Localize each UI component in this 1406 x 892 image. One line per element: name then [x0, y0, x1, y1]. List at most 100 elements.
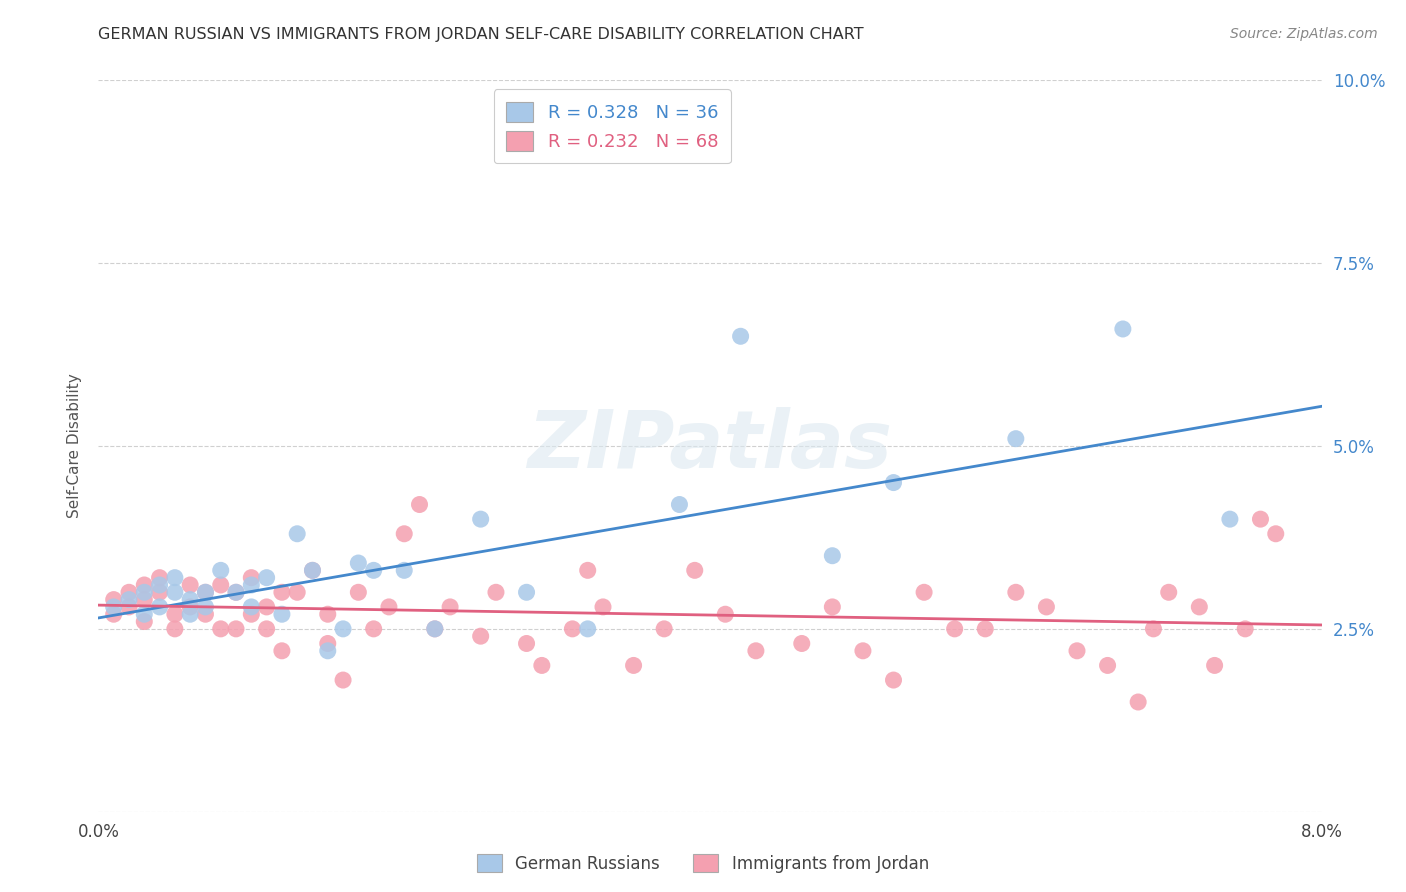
Y-axis label: Self-Care Disability: Self-Care Disability	[67, 374, 83, 518]
Point	[363, 622, 385, 636]
Point	[790, 636, 813, 650]
Point	[530, 658, 553, 673]
Point	[1188, 599, 1211, 614]
Point	[134, 607, 156, 622]
Point	[423, 622, 446, 636]
Text: Source: ZipAtlas.com: Source: ZipAtlas.com	[1230, 27, 1378, 41]
Point	[852, 644, 875, 658]
Point	[668, 498, 690, 512]
Point	[623, 658, 645, 673]
Point	[118, 592, 141, 607]
Point	[347, 585, 370, 599]
Point	[179, 578, 201, 592]
Point	[240, 571, 263, 585]
Point	[301, 563, 323, 577]
Point	[516, 585, 538, 599]
Point	[256, 571, 278, 585]
Point	[1264, 526, 1286, 541]
Point	[561, 622, 583, 636]
Point	[392, 526, 416, 541]
Legend: R = 0.328   N = 36, R = 0.232   N = 68: R = 0.328 N = 36, R = 0.232 N = 68	[494, 89, 731, 163]
Point	[209, 622, 232, 636]
Point	[103, 592, 125, 607]
Point	[1004, 432, 1026, 446]
Point	[730, 329, 752, 343]
Point	[301, 563, 323, 577]
Point	[485, 585, 508, 599]
Legend: German Russians, Immigrants from Jordan: German Russians, Immigrants from Jordan	[471, 847, 935, 880]
Point	[378, 599, 401, 614]
Point	[576, 563, 599, 577]
Point	[149, 585, 172, 599]
Point	[179, 599, 201, 614]
Text: ZIPatlas: ZIPatlas	[527, 407, 893, 485]
Point	[1249, 512, 1271, 526]
Point	[179, 592, 201, 607]
Point	[592, 599, 614, 614]
Point	[225, 585, 247, 599]
Point	[163, 585, 186, 599]
Point	[423, 622, 446, 636]
Point	[1112, 322, 1135, 336]
Point	[316, 607, 339, 622]
Point	[134, 592, 156, 607]
Point	[270, 644, 294, 658]
Point	[149, 578, 172, 592]
Point	[270, 585, 294, 599]
Point	[883, 475, 905, 490]
Point	[103, 599, 125, 614]
Point	[316, 636, 339, 650]
Point	[652, 622, 675, 636]
Point	[332, 673, 354, 687]
Point	[316, 644, 339, 658]
Point	[392, 563, 416, 577]
Point	[256, 599, 278, 614]
Point	[194, 585, 217, 599]
Point	[1142, 622, 1164, 636]
Point	[332, 622, 354, 636]
Point	[163, 607, 186, 622]
Point	[683, 563, 706, 577]
Point	[363, 563, 385, 577]
Point	[285, 585, 308, 599]
Point	[821, 549, 844, 563]
Point	[240, 599, 263, 614]
Point	[1066, 644, 1088, 658]
Point	[516, 636, 538, 650]
Point	[134, 615, 156, 629]
Point	[576, 622, 599, 636]
Point	[347, 556, 370, 570]
Point	[285, 526, 308, 541]
Point	[270, 607, 294, 622]
Text: GERMAN RUSSIAN VS IMMIGRANTS FROM JORDAN SELF-CARE DISABILITY CORRELATION CHART: GERMAN RUSSIAN VS IMMIGRANTS FROM JORDAN…	[98, 27, 865, 42]
Point	[256, 622, 278, 636]
Point	[118, 585, 141, 599]
Point	[179, 607, 201, 622]
Point	[1128, 695, 1150, 709]
Point	[149, 571, 172, 585]
Point	[912, 585, 935, 599]
Point	[134, 585, 156, 599]
Point	[194, 599, 217, 614]
Point	[439, 599, 461, 614]
Point	[103, 607, 125, 622]
Point	[714, 607, 737, 622]
Point	[225, 585, 247, 599]
Point	[1004, 585, 1026, 599]
Point	[163, 571, 186, 585]
Point	[1219, 512, 1241, 526]
Point	[134, 578, 156, 592]
Point	[209, 563, 232, 577]
Point	[240, 578, 263, 592]
Point	[1234, 622, 1257, 636]
Point	[470, 512, 492, 526]
Point	[1204, 658, 1226, 673]
Point	[149, 599, 172, 614]
Point	[974, 622, 997, 636]
Point	[821, 599, 844, 614]
Point	[745, 644, 768, 658]
Point	[118, 599, 141, 614]
Point	[194, 607, 217, 622]
Point	[194, 585, 217, 599]
Point	[225, 622, 247, 636]
